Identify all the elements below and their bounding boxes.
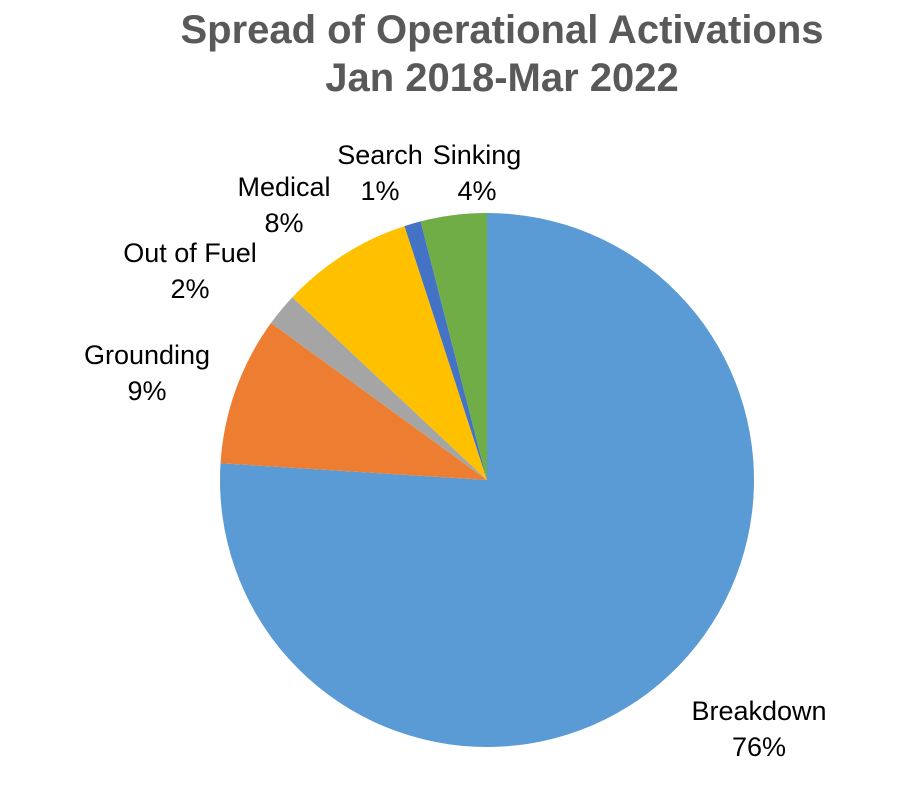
slice-label-grounding-name: Grounding [83,340,211,370]
slice-label-medical: Medical 8% [237,169,330,241]
chart-title-line-1: Spread of Operational Activations [180,8,824,52]
slice-label-sinking-pct: 4% [457,176,497,206]
pie-slice-medical[interactable] [292,226,487,480]
slice-label-out-of-fuel-name: Out of Fuel [123,238,257,268]
slice-label-search: Search 1% [337,137,423,209]
chart-title-line-2: Jan 2018-Mar 2022 [325,56,679,100]
slice-label-grounding-pct: 9% [127,376,167,406]
slice-label-search-name: Search [337,140,423,170]
slice-label-medical-pct: 8% [264,208,304,238]
pie-slice-out-of-fuel[interactable] [270,297,487,480]
slice-label-breakdown-name: Breakdown [691,696,827,726]
pie-slice-grounding[interactable] [220,323,487,480]
slice-label-breakdown: Breakdown 76% [691,693,826,765]
slice-label-breakdown-pct: 76% [731,732,787,762]
slice-label-medical-name: Medical [237,172,331,202]
slice-label-sinking-name: Sinking [432,140,522,170]
chart-title: Spread of Operational Activations Jan 20… [180,6,823,102]
slice-label-search-pct: 1% [360,176,400,206]
slice-label-out-of-fuel-pct: 2% [170,274,210,304]
pie-slice-search[interactable] [404,221,487,480]
slice-label-out-of-fuel: Out of Fuel 2% [123,235,257,307]
slice-label-sinking: Sinking 4% [433,137,522,209]
pie-slice-breakdown[interactable] [220,213,755,747]
pie-slice-sinking[interactable] [420,213,487,480]
slice-label-grounding: Grounding 9% [84,337,210,409]
